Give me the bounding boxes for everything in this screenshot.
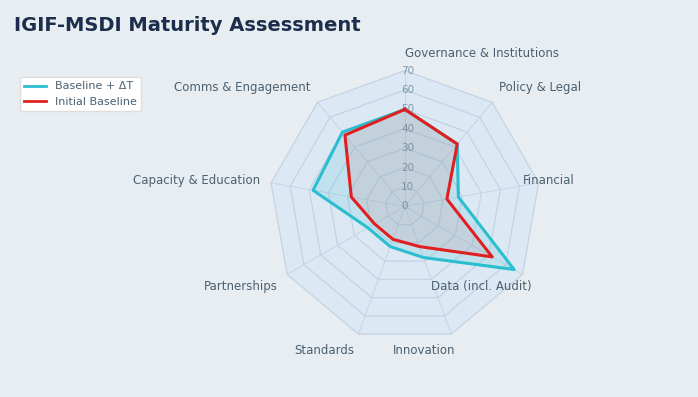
Text: Data (incl. Audit): Data (incl. Audit) bbox=[431, 280, 532, 293]
Polygon shape bbox=[386, 187, 424, 225]
Polygon shape bbox=[271, 71, 539, 334]
Text: 70: 70 bbox=[401, 66, 415, 75]
Text: 50: 50 bbox=[401, 104, 415, 114]
Text: 20: 20 bbox=[401, 163, 415, 173]
Polygon shape bbox=[290, 90, 519, 316]
Text: Comms & Engagement: Comms & Engagement bbox=[174, 81, 311, 94]
Polygon shape bbox=[348, 148, 462, 261]
Text: Financial: Financial bbox=[524, 175, 575, 187]
Text: Partnerships: Partnerships bbox=[204, 280, 278, 293]
Text: Governance & Institutions: Governance & Institutions bbox=[405, 47, 559, 60]
Text: Policy & Legal: Policy & Legal bbox=[499, 81, 581, 94]
Text: Innovation: Innovation bbox=[392, 344, 455, 357]
Legend: Baseline + ΔT, Initial Baseline: Baseline + ΔT, Initial Baseline bbox=[20, 77, 142, 112]
Polygon shape bbox=[313, 110, 514, 270]
Text: IGIF-MSDI Maturity Assessment: IGIF-MSDI Maturity Assessment bbox=[14, 16, 361, 35]
Text: 40: 40 bbox=[401, 124, 415, 134]
Polygon shape bbox=[345, 110, 492, 257]
Polygon shape bbox=[309, 110, 500, 298]
Polygon shape bbox=[366, 168, 443, 243]
Text: 60: 60 bbox=[401, 85, 415, 95]
Text: Standards: Standards bbox=[295, 344, 355, 357]
Text: 30: 30 bbox=[401, 143, 415, 153]
Polygon shape bbox=[328, 129, 482, 279]
Text: 10: 10 bbox=[401, 182, 415, 192]
Text: Capacity & Education: Capacity & Education bbox=[133, 175, 260, 187]
Text: 0: 0 bbox=[401, 201, 408, 212]
